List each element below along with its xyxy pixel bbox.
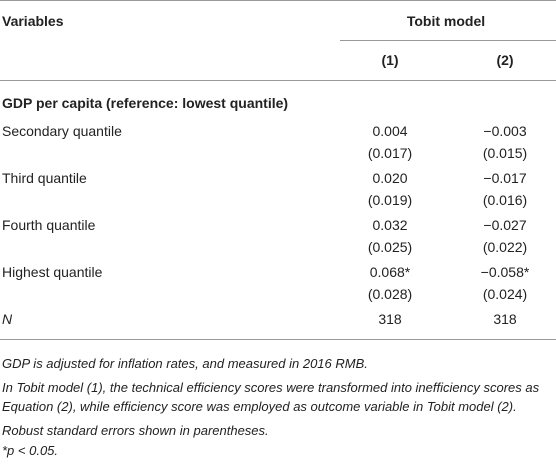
footnote: Robust standard errors shown in parenthe… — [2, 423, 269, 438]
footnote: *p < 0.05. — [2, 443, 59, 458]
header-cell: Tobit model — [406, 13, 486, 29]
n-value: 318 — [493, 311, 517, 327]
std-error: (0.016) — [482, 192, 528, 208]
std-error: (0.022) — [482, 239, 528, 255]
std-error: (0.019) — [367, 192, 413, 208]
coefficient: −0.017 — [483, 170, 527, 186]
group-rule — [340, 40, 556, 41]
coefficient: 0.004 — [372, 123, 408, 139]
footnote: GDP is adjusted for inflation rates, and… — [2, 356, 368, 371]
row-label: Fourth quantile — [2, 217, 96, 233]
coefficient: 0.068* — [369, 264, 411, 280]
row-label: N — [2, 311, 13, 327]
section-label: GDP per capita (reference: lowest quanti… — [2, 95, 289, 111]
header-cell: (1) — [381, 52, 399, 68]
row-label: Highest quantile — [2, 264, 103, 280]
std-error: (0.017) — [367, 145, 413, 161]
coefficient: 0.020 — [372, 170, 408, 186]
bottom-rule — [0, 339, 556, 340]
coefficient: −0.003 — [483, 123, 527, 139]
std-error: (0.024) — [482, 286, 528, 302]
row-label: Secondary quantile — [2, 123, 122, 139]
coefficient: 0.032 — [372, 217, 408, 233]
top-rule — [0, 0, 556, 1]
row-label: Third quantile — [2, 170, 87, 186]
header-cell: Variables — [2, 13, 64, 29]
n-value: 318 — [378, 311, 402, 327]
std-error: (0.015) — [482, 145, 528, 161]
footnote: In Tobit model (1), the technical effici… — [2, 380, 540, 414]
coefficient: −0.027 — [483, 217, 527, 233]
header-cell: (2) — [496, 52, 514, 68]
std-error: (0.025) — [367, 239, 413, 255]
std-error: (0.028) — [367, 286, 413, 302]
coefficient: −0.058* — [480, 264, 530, 280]
header-rule — [0, 80, 556, 81]
